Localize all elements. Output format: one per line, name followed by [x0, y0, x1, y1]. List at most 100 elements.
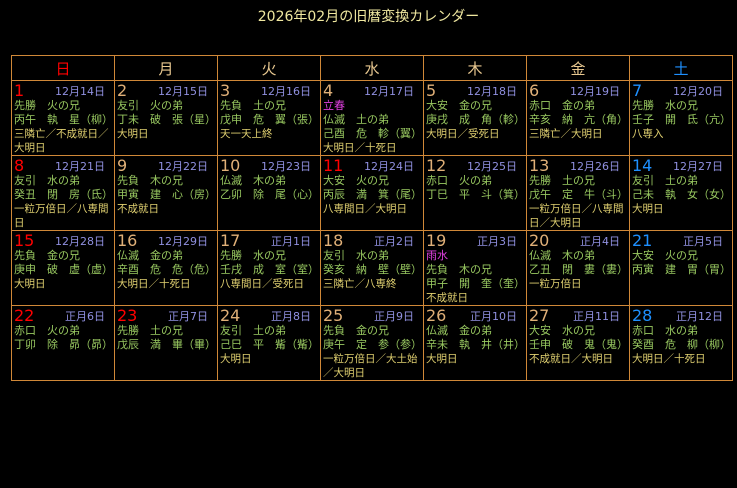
day-number: 28: [632, 306, 653, 325]
day-notes: 大明日: [14, 278, 46, 290]
day-number: 27: [529, 306, 550, 325]
day-notes: 一粒万倍日／八専間日／大明日: [529, 203, 624, 229]
day-cell[interactable]: 27 正月11日 大安 水の兄 壬申 破 鬼（鬼） 不成就日／大明日: [526, 305, 630, 381]
day-cell[interactable]: 13 12月26日 先勝 土の兄 戊午 定 牛（斗） 一粒万倍日／八専間日／大明日: [526, 155, 630, 231]
day-cell-header: 1 12月14日: [14, 82, 113, 99]
day-notes: 八専間日／受死日: [220, 278, 304, 290]
day-cell[interactable]: 18 正月2日 友引 水の弟 癸亥 納 壁（壁） 三隣亡／八専終: [320, 230, 424, 306]
rokuyo: 友引 水の弟: [14, 174, 80, 187]
rokuyo: 大安 金の兄: [426, 99, 492, 112]
day-cell-header: 26 正月10日: [426, 307, 525, 324]
day-cell[interactable]: 7 12月20日 先勝 水の兄 壬子 開 氐（亢） 八専入: [629, 80, 733, 156]
day-cell-content: 17 正月1日 先勝 水の兄 壬戌 成 室（室） 八専間日／受死日: [218, 231, 320, 291]
lunar-date: 正月3日: [477, 235, 517, 248]
day-cell[interactable]: 1 12月14日 先勝 火の兄 丙午 執 星（柳） 三隣亡／不成就日／大明日: [11, 80, 115, 156]
rokuyo: 先負 金の兄: [14, 249, 80, 262]
day-cell[interactable]: 4 12月17日 立春 仏滅 土の弟 己酉 危 軫（翼） 大明日／十死日: [320, 80, 424, 156]
day-cell[interactable]: 14 12月27日 友引 土の弟 己未 執 女（女） 大明日: [629, 155, 733, 231]
day-cell[interactable]: 15 12月28日 先負 金の兄 庚申 破 虚（虚） 大明日: [11, 230, 115, 306]
day-cell-content: 6 12月19日 赤口 金の弟 辛亥 納 亢（角） 三隣亡／大明日: [527, 81, 629, 141]
day-cell[interactable]: 10 12月23日 仏滅 木の弟 乙卯 除 尾（心）: [217, 155, 321, 231]
day-notes: 三隣亡／大明日: [529, 128, 603, 140]
kanshi: 癸丑 閉 房（氐）: [14, 188, 113, 201]
day-cell[interactable]: 9 12月22日 先負 木の兄 甲寅 建 心（房） 不成就日: [114, 155, 218, 231]
day-cell[interactable]: 17 正月1日 先勝 水の兄 壬戌 成 室（室） 八専間日／受死日: [217, 230, 321, 306]
kanshi: 庚午 定 参（参）: [323, 338, 422, 351]
kanshi: 丁巳 平 斗（箕）: [426, 188, 525, 201]
day-notes: 一粒万倍日: [529, 278, 582, 290]
lunar-date: 12月21日: [55, 160, 105, 173]
kanshi: 戊申 危 翼（張）: [220, 113, 319, 126]
weekday-header: 火: [217, 55, 321, 81]
day-notes: 不成就日／大明日: [529, 353, 613, 365]
day-cell[interactable]: 5 12月18日 大安 金の兄 庚戌 成 角（軫） 大明日／受死日: [423, 80, 527, 156]
day-cell[interactable]: 21 正月5日 大安 火の兄 丙寅 建 胃（胃）: [629, 230, 733, 306]
day-cell-header: 12 12月25日: [426, 157, 525, 174]
kanshi: 戊午 定 牛（斗）: [529, 188, 628, 201]
rokuyo: 赤口 火の弟: [14, 324, 80, 337]
weekday-header: 水: [320, 55, 424, 81]
day-cell-content: 12 12月25日 赤口 火の弟 丁巳 平 斗（箕）: [424, 156, 526, 202]
day-cell[interactable]: 28 正月12日 赤口 水の弟 癸酉 危 柳（柳） 大明日／十死日: [629, 305, 733, 381]
day-number: 21: [632, 231, 653, 250]
day-number: 16: [117, 231, 138, 250]
day-number: 2: [117, 81, 128, 100]
lunar-date: 12月23日: [261, 160, 311, 173]
kanshi: 丙辰 満 箕（尾）: [323, 188, 422, 201]
day-number: 8: [14, 156, 25, 175]
day-number: 1: [14, 81, 25, 100]
day-number: 9: [117, 156, 128, 175]
day-cell-content: 15 12月28日 先負 金の兄 庚申 破 虚（虚） 大明日: [12, 231, 114, 291]
day-cell-content: 18 正月2日 友引 水の弟 癸亥 納 壁（壁） 三隣亡／八専終: [321, 231, 423, 291]
day-notes: 大明日: [220, 353, 252, 365]
day-cell[interactable]: 16 12月29日 仏滅 金の弟 辛酉 危 危（危） 大明日／十死日: [114, 230, 218, 306]
day-cell-header: 21 正月5日: [632, 232, 731, 249]
day-cell[interactable]: 3 12月16日 先負 土の兄 戊申 危 翼（張） 天一天上終: [217, 80, 321, 156]
day-notes: 三隣亡／不成就日／大明日: [14, 128, 109, 154]
calendar-week-row: 22 正月6日 赤口 火の弟 丁卯 除 昴（昴） 23 正月7日 先勝 土の兄 戊辰 満 畢（…: [11, 305, 733, 381]
kanshi: 乙卯 除 尾（心）: [220, 188, 319, 201]
day-cell[interactable]: 6 12月19日 赤口 金の弟 辛亥 納 亢（角） 三隣亡／大明日: [526, 80, 630, 156]
day-notes: 大明日／十死日: [323, 142, 397, 154]
rokuyo: 先勝 土の兄: [529, 174, 595, 187]
day-number: 23: [117, 306, 138, 325]
weekday-header: 土: [629, 55, 733, 81]
day-cell[interactable]: 26 正月10日 仏滅 金の弟 辛未 執 井（井） 大明日: [423, 305, 527, 381]
day-cell[interactable]: 8 12月21日 友引 水の弟 癸丑 閉 房（氐） 一粒万倍日／八専間日: [11, 155, 115, 231]
kanshi: 癸酉 危 柳（柳）: [632, 338, 731, 351]
lunar-date: 12月25日: [467, 160, 517, 173]
calendar-week-row: 8 12月21日 友引 水の弟 癸丑 閉 房（氐） 一粒万倍日／八専間日 9 12月22日先…: [11, 155, 733, 231]
day-notes: 八専間日／大明日: [323, 203, 407, 215]
day-cell[interactable]: 25 正月9日 先負 金の兄 庚午 定 参（参） 一粒万倍日／大土始／大明日: [320, 305, 424, 381]
day-notes: 大明日／受死日: [426, 128, 500, 140]
day-cell[interactable]: 2 12月15日 友引 火の弟 丁未 破 張（星） 大明日: [114, 80, 218, 156]
rokuyo: 仏滅 金の弟: [426, 324, 492, 337]
day-notes: 三隣亡／八専終: [323, 278, 397, 290]
rokuyo: 先勝 火の兄: [14, 99, 80, 112]
day-cell[interactable]: 12 12月25日 赤口 火の弟 丁巳 平 斗（箕）: [423, 155, 527, 231]
day-notes: 大明日: [117, 128, 149, 140]
day-cell[interactable]: 20 正月4日 仏滅 木の弟 乙丑 閉 婁（婁） 一粒万倍日: [526, 230, 630, 306]
day-cell[interactable]: 24 正月8日 友引 土の弟 己巳 平 觜（觜） 大明日: [217, 305, 321, 381]
kanshi: 丁卯 除 昴（昴）: [14, 338, 113, 351]
page-title: 2026年02月の旧暦変換カレンダー: [257, 9, 480, 25]
lunar-date: 12月19日: [570, 85, 620, 98]
lunar-date: 正月12日: [676, 310, 723, 323]
rokuyo: 先負 木の兄: [426, 263, 492, 276]
day-cell-content: 8 12月21日 友引 水の弟 癸丑 閉 房（氐） 一粒万倍日／八専間日: [12, 156, 114, 230]
day-number: 15: [14, 231, 35, 250]
calendar-week-row: 1 12月14日 先勝 火の兄 丙午 執 星（柳） 三隣亡／不成就日／大明日 2 12月15…: [11, 80, 733, 156]
day-cell[interactable]: 11 12月24日 大安 火の兄 丙辰 満 箕（尾） 八専間日／大明日: [320, 155, 424, 231]
day-cell[interactable]: 19 正月3日 雨水 先負 木の兄 甲子 開 奎（奎） 不成就日: [423, 230, 527, 306]
day-cell[interactable]: 23 正月7日 先勝 土の兄 戊辰 満 畢（畢）: [114, 305, 218, 381]
rokuyo: 大安 水の兄: [529, 324, 595, 337]
lunar-date: 12月29日: [158, 235, 208, 248]
day-cell[interactable]: 22 正月6日 赤口 火の弟 丁卯 除 昴（昴）: [11, 305, 115, 381]
day-number: 13: [529, 156, 550, 175]
rokuyo: 大安 火の兄: [323, 174, 389, 187]
day-number: 6: [529, 81, 540, 100]
day-number: 26: [426, 306, 447, 325]
day-cell-content: 11 12月24日 大安 火の兄 丙辰 満 箕（尾） 八専間日／大明日: [321, 156, 423, 216]
day-cell-header: 10 12月23日: [220, 157, 319, 174]
day-cell-content: 4 12月17日 立春 仏滅 土の弟 己酉 危 軫（翼） 大明日／十死日: [321, 81, 423, 155]
